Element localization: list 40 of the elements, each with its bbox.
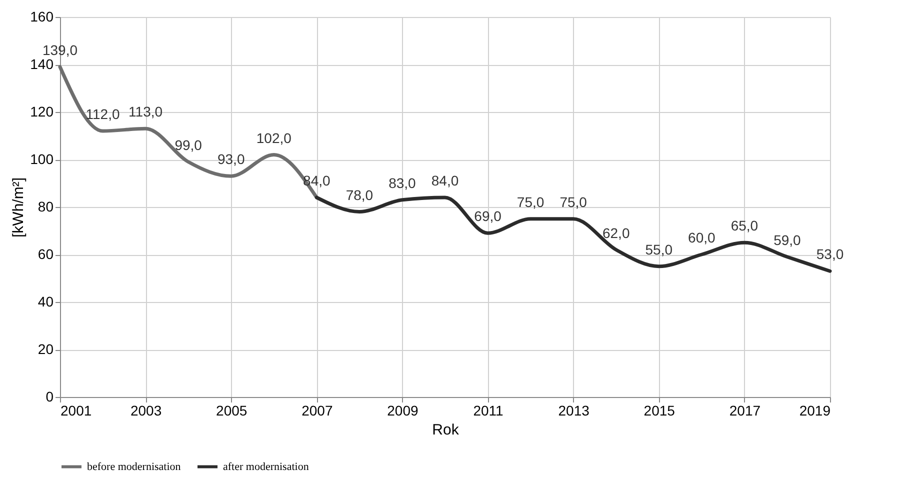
x-tick-label: 2017	[729, 402, 761, 418]
data-label: 93,0	[217, 151, 245, 168]
data-label: 65,0	[730, 218, 758, 234]
y-tick-label: 40	[38, 294, 54, 310]
x-tick-label: 2009	[387, 402, 419, 418]
x-tick-label: 2001	[60, 402, 92, 418]
y-tick-label: 140	[30, 56, 54, 72]
legend-label: before modernisation	[87, 460, 182, 473]
data-label: 69,0	[474, 208, 502, 224]
x-tick-label: 2007	[302, 402, 333, 418]
x-axis-title: Rok	[432, 422, 460, 438]
data-label: 78,0	[346, 186, 374, 203]
data-label: 75,0	[560, 194, 588, 210]
y-tick-label: 160	[30, 8, 54, 24]
y-tick-label: 60	[38, 246, 54, 262]
legend-label: after modernisation	[223, 460, 310, 473]
data-label: 75,0	[516, 194, 544, 210]
y-axis-title: [kWh/m²]	[10, 178, 28, 238]
x-tick-label: 2005	[216, 402, 248, 418]
y-tick-label: 120	[30, 104, 54, 120]
y-tick-label: 0	[46, 388, 54, 404]
data-label: 84,0	[431, 172, 459, 188]
y-tick-label: 20	[38, 341, 54, 357]
y-tick-label: 100	[30, 151, 54, 167]
x-tick-label: 2013	[558, 402, 590, 418]
data-label: 83,0	[388, 174, 416, 191]
data-label: 99,0	[174, 136, 202, 153]
data-label: 112,0	[86, 106, 120, 122]
data-label: 59,0	[774, 232, 802, 248]
y-tick-label: 80	[38, 198, 54, 214]
data-label: 60,0	[688, 230, 716, 246]
x-tick-label: 2003	[130, 402, 162, 418]
x-tick-label: 2019	[799, 402, 831, 418]
data-label: 62,0	[602, 224, 630, 241]
x-tick-label: 2015	[644, 402, 676, 418]
data-label: 55,0	[645, 241, 673, 258]
data-label: 53,0	[816, 246, 844, 262]
data-label: 102,0	[256, 130, 292, 146]
x-tick-label: 2011	[473, 402, 504, 418]
data-label: 113,0	[128, 104, 163, 120]
